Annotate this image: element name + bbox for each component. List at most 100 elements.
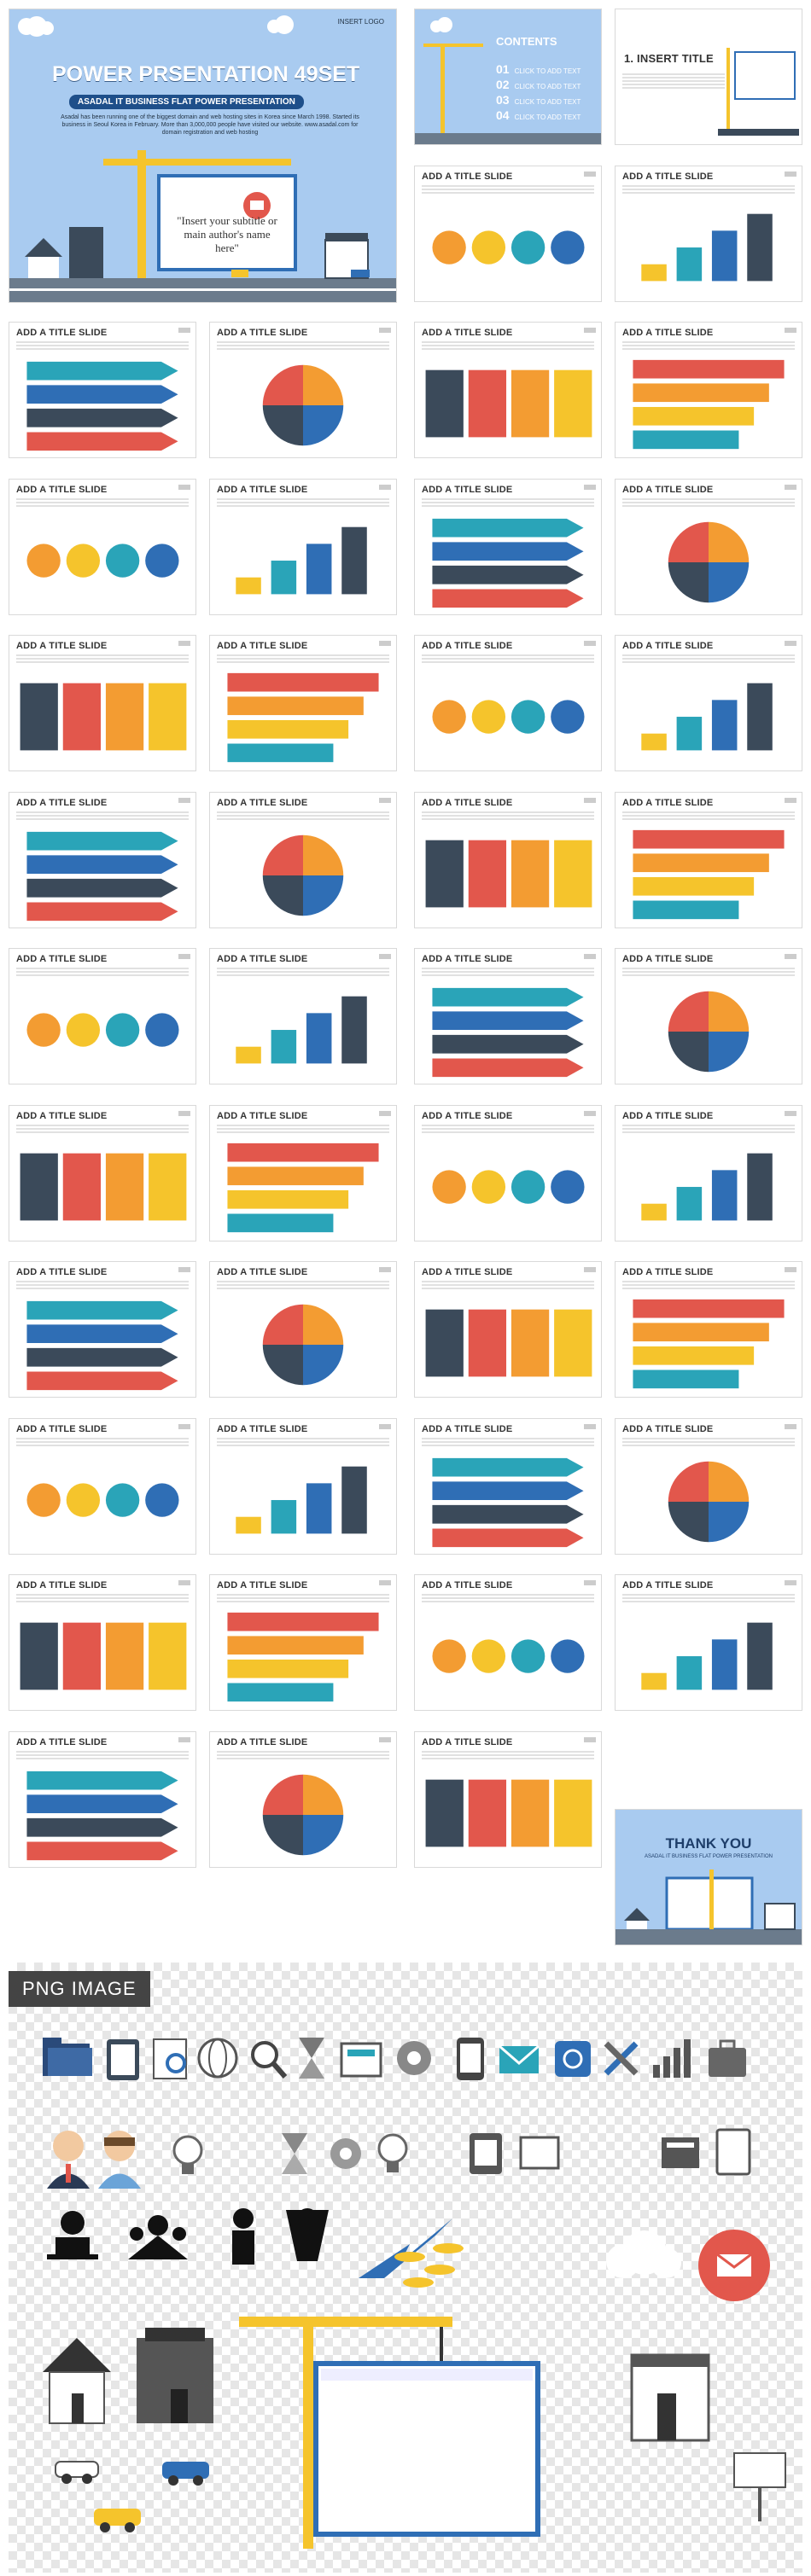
template-slide[interactable]: ADD A TITLE SLIDE (209, 322, 397, 458)
slide-infographic (633, 1299, 785, 1389)
template-slide[interactable]: ADD A TITLE SLIDE (209, 1105, 397, 1241)
template-slide[interactable]: ADD A TITLE SLIDE (209, 1261, 397, 1398)
cover-quote: "Insert your subtitle or main author's n… (177, 214, 277, 254)
template-slide[interactable]: ADD A TITLE SLIDE (615, 166, 802, 302)
infographic-shape (262, 1815, 303, 1856)
contents-slide[interactable]: CONTENTS 01 CLICK TO ADD TEXT 02 CLICK TO … (414, 9, 602, 145)
template-slide[interactable]: ADD A TITLE SLIDE (209, 1731, 397, 1868)
at-sign-icon (555, 2041, 591, 2077)
cover-slide[interactable]: INSERT LOGO POWER PRSENTATION 49SET ASAD… (9, 9, 397, 303)
template-slide[interactable]: ADD A TITLE SLIDE (414, 479, 602, 615)
slide-title: ADD A TITLE SLIDE (622, 798, 714, 808)
template-slide[interactable]: ADD A TITLE SLIDE (615, 479, 802, 615)
infographic-shape (271, 1500, 297, 1534)
slide-infographic (641, 213, 773, 282)
slide-logo (584, 798, 596, 803)
infographic-shape (306, 1483, 332, 1534)
slide-logo (785, 641, 796, 646)
template-slide[interactable]: ADD A TITLE SLIDE (414, 1261, 602, 1398)
template-slide[interactable]: ADD A TITLE SLIDE (9, 1731, 196, 1868)
template-slide[interactable]: ADD A TITLE SLIDE (9, 1105, 196, 1241)
slide-placeholder-text (622, 1438, 795, 1448)
template-slide[interactable]: ADD A TITLE SLIDE (414, 948, 602, 1084)
template-slide[interactable]: ADD A TITLE SLIDE (615, 948, 802, 1084)
slide-title: ADD A TITLE SLIDE (622, 954, 714, 964)
template-slide[interactable]: ADD A TITLE SLIDE (615, 1418, 802, 1555)
template-slide[interactable]: ADD A TITLE SLIDE (9, 322, 196, 458)
slide-infographic (432, 700, 585, 734)
infographic-shape (105, 683, 144, 751)
slide-infographic (262, 364, 344, 446)
infographic-shape (511, 1779, 550, 1847)
template-slide[interactable]: ADD A TITLE SLIDE (209, 479, 397, 615)
template-slide[interactable]: ADD A TITLE SLIDE (615, 1105, 802, 1241)
infographic-shape (236, 1516, 261, 1534)
template-slide[interactable]: ADD A TITLE SLIDE (9, 1574, 196, 1711)
infographic-shape (676, 1656, 703, 1690)
template-slide[interactable]: ADD A TITLE SLIDE (615, 635, 802, 771)
crane-icon (239, 2317, 452, 2549)
slide-infographic (425, 1779, 592, 1847)
slide-title: ADD A TITLE SLIDE (16, 1424, 108, 1434)
template-slide[interactable]: ADD A TITLE SLIDE (615, 792, 802, 928)
slide-title: ADD A TITLE SLIDE (16, 485, 108, 495)
infographic-shape (262, 1774, 303, 1815)
infographic-shape (26, 1794, 178, 1814)
slide-placeholder-text (422, 811, 594, 822)
infographic-shape (676, 717, 703, 751)
infographic-shape (149, 1622, 187, 1690)
slide-infographic (425, 1309, 592, 1377)
slide-title: ADD A TITLE SLIDE (16, 1580, 108, 1590)
slide-title: ADD A TITLE SLIDE (217, 1737, 308, 1747)
infographic-shape (26, 544, 61, 578)
slide-title: ADD A TITLE SLIDE (422, 1737, 513, 1747)
infographic-shape (105, 1622, 144, 1690)
thank-you-slide[interactable]: THANK YOU ASADAL IT BUSINESS FLAT POWER … (615, 1809, 802, 1945)
template-slide[interactable]: ADD A TITLE SLIDE (209, 1574, 397, 1711)
template-slide[interactable]: ADD A TITLE SLIDE (414, 1731, 602, 1868)
template-slide[interactable]: ADD A TITLE SLIDE (9, 635, 196, 771)
template-slide[interactable]: ADD A TITLE SLIDE (615, 1261, 802, 1398)
template-slide[interactable]: ADD A TITLE SLIDE (9, 948, 196, 1084)
slide-placeholder-text (217, 1438, 389, 1448)
infographic-shape (227, 1636, 364, 1655)
businessman-icon (47, 2131, 90, 2189)
lightbulb-icon (377, 2133, 408, 2172)
template-slide[interactable]: ADD A TITLE SLIDE (414, 1105, 602, 1241)
slide-logo (178, 1267, 190, 1272)
template-slide[interactable]: ADD A TITLE SLIDE (209, 792, 397, 928)
slide-logo (379, 1737, 391, 1742)
slide-infographic (432, 1639, 585, 1673)
infographic-shape (425, 1309, 464, 1377)
infographic-shape (471, 230, 506, 265)
infographic-shape (747, 1153, 773, 1221)
template-slide[interactable]: ADD A TITLE SLIDE (414, 792, 602, 928)
infographic-shape (341, 526, 367, 595)
template-slide[interactable]: ADD A TITLE SLIDE (615, 1574, 802, 1711)
template-slide[interactable]: ADD A TITLE SLIDE (209, 948, 397, 1084)
infographic-shape (262, 405, 303, 446)
template-slide[interactable]: ADD A TITLE SLIDE (414, 635, 602, 771)
section-title-slide[interactable]: 1. INSERT TITLE (615, 9, 802, 145)
contents-item: 02 CLICK TO ADD TEXT (496, 78, 581, 91)
template-slide[interactable]: ADD A TITLE SLIDE (9, 792, 196, 928)
lightbulb-icon (172, 2135, 203, 2174)
slide-infographic (262, 1774, 344, 1856)
template-slide[interactable]: ADD A TITLE SLIDE (615, 322, 802, 458)
slide-placeholder-text (622, 341, 795, 352)
template-slide[interactable]: ADD A TITLE SLIDE (9, 1418, 196, 1555)
infographic-shape (227, 1683, 334, 1702)
template-slide[interactable]: ADD A TITLE SLIDE (414, 1418, 602, 1555)
slide-infographic (641, 683, 773, 751)
slide-logo (584, 1111, 596, 1116)
template-slide[interactable]: ADD A TITLE SLIDE (9, 479, 196, 615)
template-slide[interactable]: ADD A TITLE SLIDE (414, 322, 602, 458)
template-slide[interactable]: ADD A TITLE SLIDE (209, 1418, 397, 1555)
template-slide[interactable]: ADD A TITLE SLIDE (414, 1574, 602, 1711)
template-slide[interactable]: ADD A TITLE SLIDE (9, 1261, 196, 1398)
slide-placeholder-text (422, 1281, 594, 1291)
template-slide[interactable]: ADD A TITLE SLIDE (414, 166, 602, 302)
infographic-shape (303, 875, 344, 916)
slide-title: ADD A TITLE SLIDE (422, 954, 513, 964)
template-slide[interactable]: ADD A TITLE SLIDE (209, 635, 397, 771)
